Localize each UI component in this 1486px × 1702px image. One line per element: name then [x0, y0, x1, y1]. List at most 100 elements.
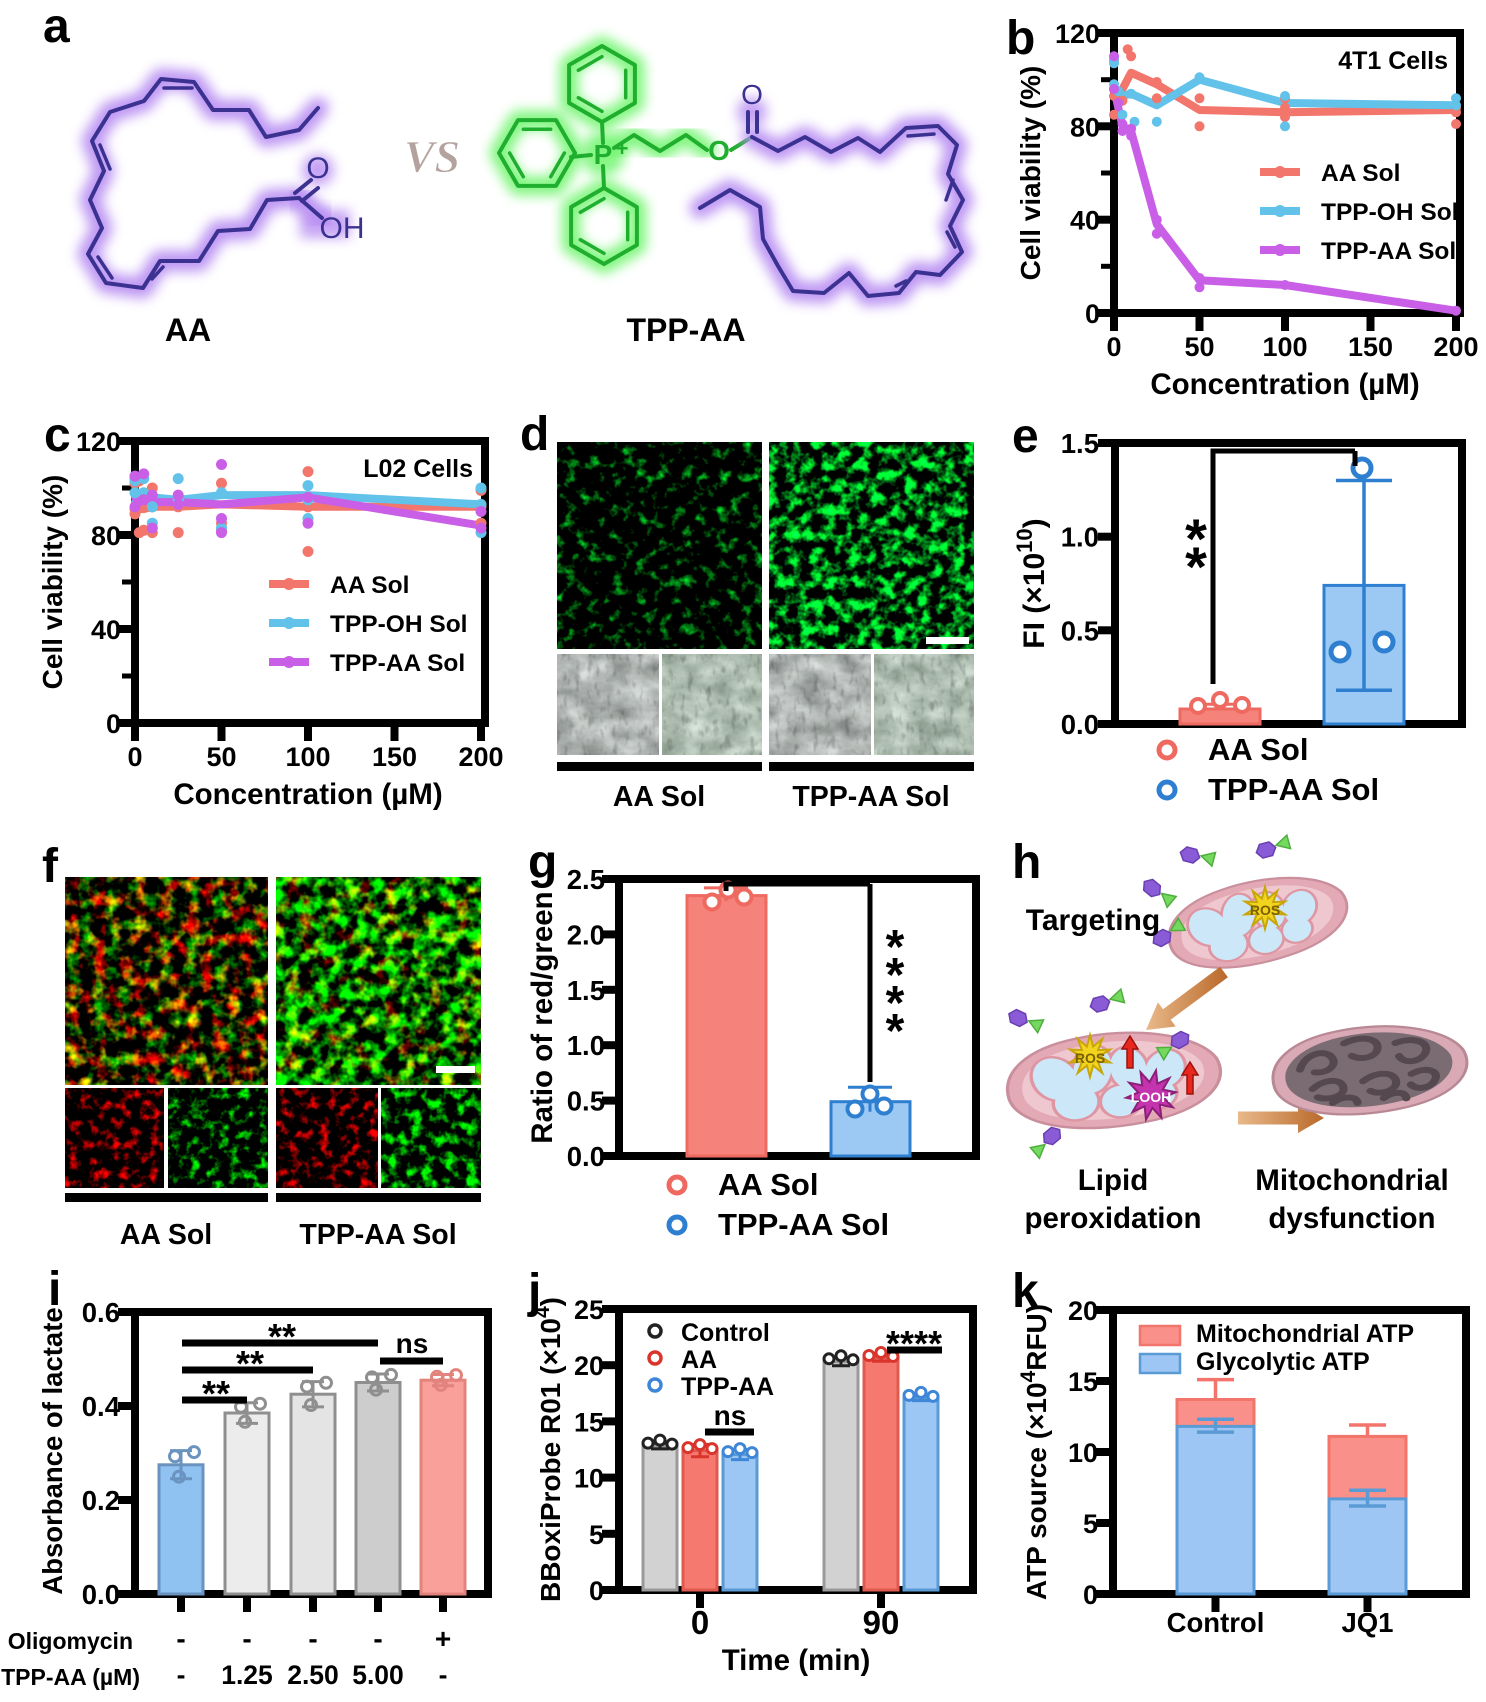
svg-text:Concentration (µM): Concentration (µM) — [173, 778, 442, 811]
svg-text:80: 80 — [1070, 112, 1100, 142]
svg-text:Concentration (µM): Concentration (µM) — [1150, 368, 1419, 401]
svg-text:0: 0 — [589, 1576, 604, 1606]
svg-text:AA Sol: AA Sol — [330, 572, 409, 599]
svg-text:150: 150 — [1348, 332, 1393, 362]
svg-text:O: O — [306, 152, 329, 185]
svg-text:j: j — [527, 1265, 541, 1318]
svg-text:TPP-AA Sol: TPP-AA Sol — [792, 781, 949, 813]
svg-text:*: * — [1185, 507, 1207, 570]
svg-text:Control: Control — [681, 1319, 770, 1347]
svg-text:*: * — [886, 977, 905, 1030]
svg-text:TPP-AA Sol: TPP-AA Sol — [718, 1207, 889, 1242]
svg-text:Cell viability (%): Cell viability (%) — [37, 475, 68, 690]
svg-text:L02 Cells: L02 Cells — [363, 455, 473, 483]
svg-text:peroxidation: peroxidation — [1024, 1202, 1201, 1235]
svg-text:Glycolytic ATP: Glycolytic ATP — [1196, 1348, 1370, 1376]
svg-text:0: 0 — [1083, 1580, 1098, 1610]
svg-text:150: 150 — [372, 742, 417, 772]
svg-text:*: * — [886, 949, 905, 1002]
svg-text:-: - — [373, 1623, 382, 1654]
svg-text:Targeting: Targeting — [1026, 904, 1160, 937]
svg-text:15: 15 — [1068, 1367, 1098, 1397]
svg-text:20: 20 — [1068, 1296, 1098, 1326]
svg-text:2.0: 2.0 — [567, 919, 605, 950]
svg-text:i: i — [48, 1263, 61, 1316]
svg-text:e: e — [1012, 410, 1039, 463]
svg-text:ROS: ROS — [1075, 1050, 1105, 1066]
svg-text:ROS: ROS — [1250, 902, 1280, 918]
svg-text:2.50: 2.50 — [287, 1660, 339, 1690]
svg-text:0: 0 — [691, 1604, 709, 1641]
svg-text:AA Sol: AA Sol — [1208, 732, 1308, 767]
svg-text:*: * — [886, 921, 905, 974]
svg-text:0.0: 0.0 — [567, 1141, 605, 1172]
svg-text:120: 120 — [1055, 19, 1100, 49]
svg-text:100: 100 — [285, 742, 330, 772]
svg-text:*: * — [886, 1005, 905, 1058]
svg-text:TPP-AA: TPP-AA — [626, 312, 745, 348]
svg-text:200: 200 — [1433, 332, 1478, 362]
svg-text:Oligomycin: Oligomycin — [8, 1628, 133, 1654]
svg-text:50: 50 — [1184, 332, 1214, 362]
svg-text:**: ** — [268, 1316, 296, 1357]
svg-text:10: 10 — [574, 1464, 604, 1494]
svg-text:a: a — [43, 0, 70, 53]
svg-text:0.5: 0.5 — [567, 1086, 605, 1117]
svg-text:****: **** — [886, 1323, 942, 1364]
svg-text:-: - — [177, 1660, 186, 1690]
svg-text:FI (×1010): FI (×1010) — [1012, 518, 1051, 648]
svg-text:c: c — [44, 409, 71, 462]
svg-text:15: 15 — [574, 1407, 604, 1437]
svg-text:AA Sol: AA Sol — [613, 781, 705, 813]
svg-text:5.00: 5.00 — [352, 1660, 404, 1690]
svg-text:ns: ns — [714, 1400, 747, 1431]
svg-text:0: 0 — [1106, 332, 1121, 362]
svg-text:Mitochondrial ATP: Mitochondrial ATP — [1196, 1320, 1414, 1348]
svg-text:40: 40 — [1070, 206, 1100, 236]
svg-text:*: * — [1185, 535, 1207, 598]
svg-text:**: ** — [236, 1343, 264, 1384]
svg-text:O: O — [708, 135, 730, 166]
svg-text:1.0: 1.0 — [567, 1030, 605, 1061]
svg-text:5: 5 — [1083, 1509, 1098, 1539]
svg-text:OH: OH — [320, 212, 365, 245]
svg-text:0.0: 0.0 — [1061, 709, 1099, 740]
svg-text:-: - — [242, 1623, 251, 1654]
svg-text:120: 120 — [76, 427, 121, 457]
svg-text:0.5: 0.5 — [1061, 615, 1099, 646]
svg-text:-: - — [308, 1623, 317, 1654]
svg-text:h: h — [1012, 836, 1041, 889]
svg-text:Time (min): Time (min) — [722, 1644, 871, 1677]
svg-text:Absorbance of lactate: Absorbance of lactate — [37, 1307, 68, 1594]
svg-text:k: k — [1012, 1265, 1039, 1318]
svg-text:f: f — [42, 840, 59, 893]
svg-text:TPP-AA Sol: TPP-AA Sol — [1321, 238, 1456, 265]
svg-text:50: 50 — [206, 742, 236, 772]
svg-text:ns: ns — [396, 1328, 429, 1359]
svg-text:-: - — [439, 1660, 448, 1690]
svg-text:Mitochondrial: Mitochondrial — [1255, 1164, 1448, 1197]
svg-text:80: 80 — [91, 521, 121, 551]
svg-text:-: - — [176, 1623, 185, 1654]
svg-text:P: P — [594, 139, 613, 170]
svg-text:AA: AA — [681, 1346, 717, 1374]
svg-text:TPP-AA: TPP-AA — [681, 1373, 774, 1401]
svg-text:4T1 Cells: 4T1 Cells — [1338, 47, 1448, 75]
svg-text:20: 20 — [574, 1351, 604, 1381]
svg-text:0.4: 0.4 — [82, 1391, 121, 1422]
svg-text:AA Sol: AA Sol — [1321, 160, 1400, 187]
svg-text:1.0: 1.0 — [1061, 522, 1099, 553]
svg-text:40: 40 — [91, 615, 121, 645]
svg-text:1.25: 1.25 — [221, 1660, 273, 1690]
svg-text:TPP-AA Sol: TPP-AA Sol — [330, 650, 465, 677]
svg-text:0.6: 0.6 — [82, 1297, 120, 1328]
svg-text:Lipid: Lipid — [1078, 1164, 1148, 1197]
svg-text:LOOH: LOOH — [1131, 1089, 1171, 1105]
svg-text:VS: VS — [404, 131, 460, 182]
svg-text:1.5: 1.5 — [1061, 428, 1099, 459]
svg-text:1.5: 1.5 — [567, 975, 605, 1006]
svg-text:10: 10 — [1068, 1438, 1098, 1468]
svg-text:0: 0 — [1085, 299, 1100, 329]
svg-text:0: 0 — [127, 742, 142, 772]
svg-text:Ratio of red/green: Ratio of red/green — [526, 891, 559, 1143]
